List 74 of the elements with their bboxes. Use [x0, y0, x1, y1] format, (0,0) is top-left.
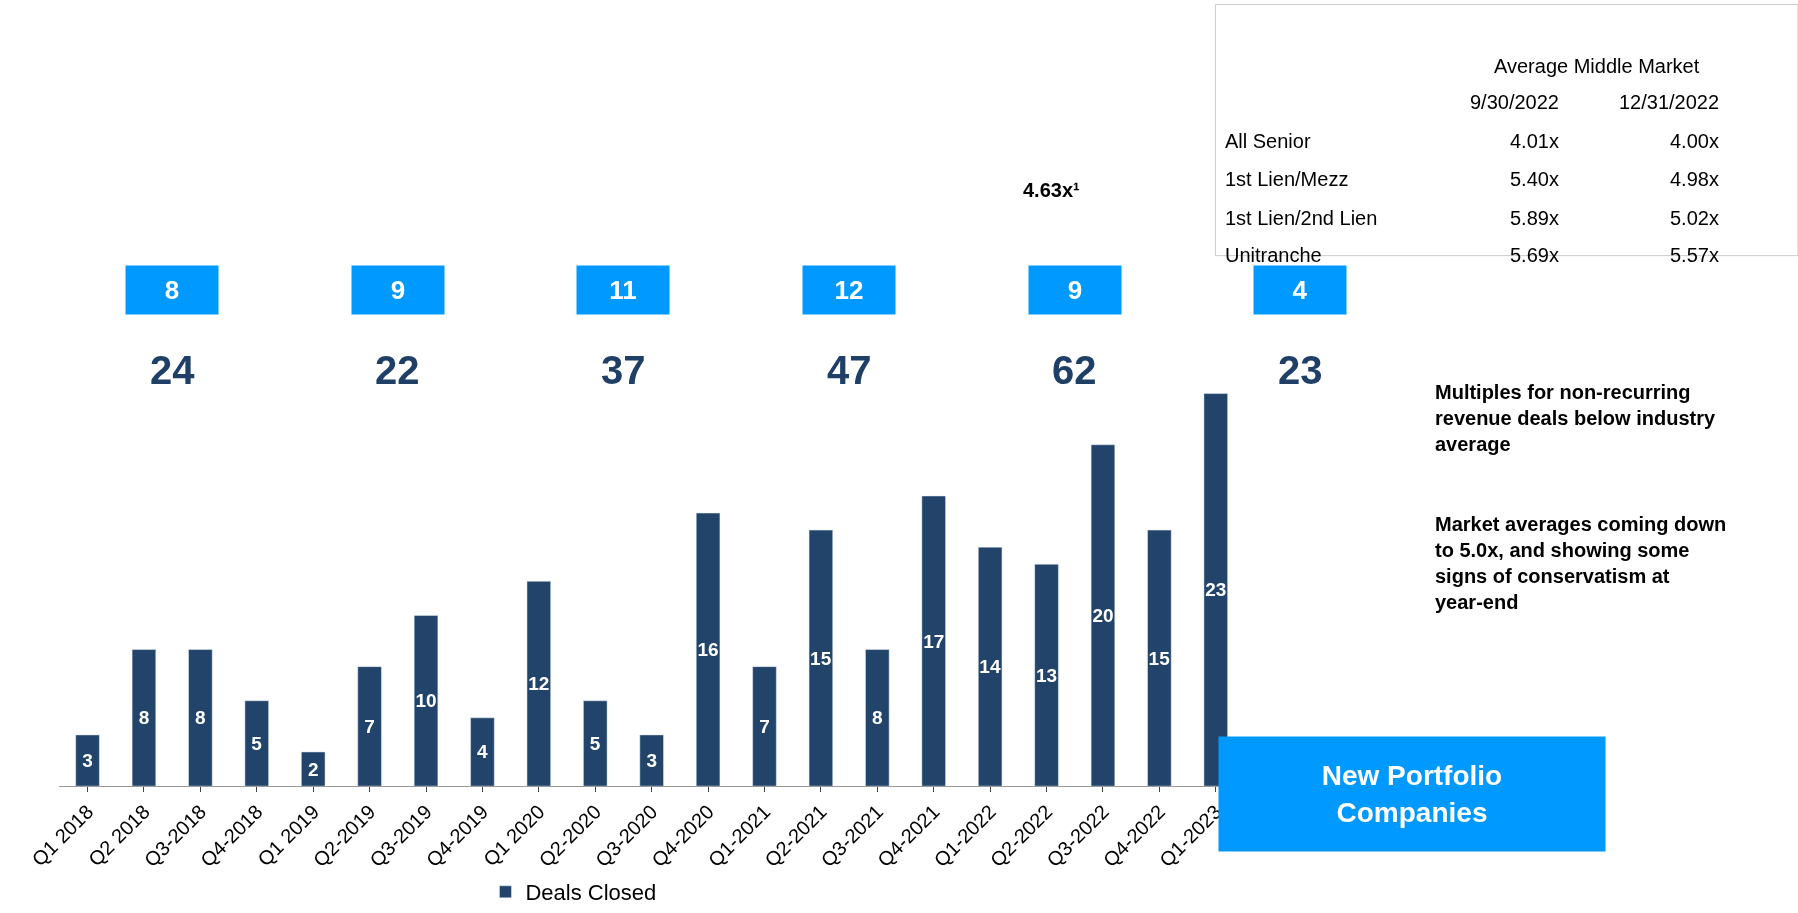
bar — [978, 546, 1003, 787]
data-label: 8 — [872, 707, 883, 729]
text: 4.00x — [1670, 130, 1719, 152]
bar — [639, 734, 664, 787]
bar — [188, 649, 213, 787]
data-label: 12 — [528, 673, 550, 695]
text: 5.40x — [1510, 168, 1559, 190]
bar — [865, 649, 890, 787]
text: 8 — [164, 275, 180, 305]
text: 5.02x — [1670, 207, 1719, 229]
text: 4 — [1292, 275, 1308, 305]
text: 4.01x — [1510, 130, 1559, 152]
data-label: 3 — [646, 749, 657, 771]
text: 9 — [1067, 275, 1083, 305]
data-label: 15 — [810, 647, 832, 669]
bar — [301, 751, 326, 787]
bar — [75, 734, 100, 787]
data-label: 15 — [1148, 647, 1171, 669]
bar — [1147, 529, 1172, 787]
text: 5.89x — [1510, 207, 1559, 229]
data-label: 16 — [697, 639, 719, 661]
data-label: 20 — [1092, 604, 1114, 626]
text: 4.98x — [1670, 168, 1719, 190]
text: 11 — [609, 275, 637, 305]
text: Multiples for non-recurring revenue deals below industry average — [1435, 381, 1716, 455]
text: 9/30/2022 — [1470, 91, 1559, 113]
data-label: 8 — [138, 707, 150, 729]
text: 23 — [1278, 348, 1323, 392]
bar — [583, 700, 608, 787]
bar — [1203, 393, 1228, 787]
text: Average Middle Market — [1494, 55, 1700, 77]
data-label: 23 — [1205, 579, 1227, 601]
bar — [413, 615, 439, 787]
legend-label: Deals Closed — [525, 880, 657, 906]
data-label: 3 — [82, 749, 93, 771]
text: 5.57x — [1670, 244, 1719, 266]
bar — [1034, 563, 1059, 787]
bar — [921, 495, 946, 787]
data-label: 10 — [415, 690, 437, 712]
text: 4.63x¹ — [1023, 179, 1081, 201]
data-label: 5 — [251, 732, 263, 754]
text: 12 — [834, 275, 864, 305]
bar — [244, 700, 269, 787]
data-label: 8 — [195, 707, 206, 729]
data-label: 14 — [979, 656, 1001, 678]
text: 62 — [1052, 348, 1097, 392]
text: 1st Lien/2nd Lien — [1225, 207, 1378, 229]
data-label: 4 — [476, 741, 488, 763]
data-label: 13 — [1035, 664, 1058, 686]
text: 12/31/2022 — [1619, 91, 1720, 113]
text: 5.69x — [1510, 244, 1559, 266]
bar — [357, 666, 382, 787]
text: 47 — [827, 348, 872, 392]
bar — [808, 529, 833, 787]
text: 1st Lien/Mezz — [1225, 168, 1349, 190]
bar — [1090, 444, 1116, 787]
data-label: 17 — [923, 630, 945, 652]
data-label: 2 — [307, 758, 319, 780]
bar — [695, 512, 721, 787]
bar — [470, 717, 495, 787]
text: All Senior — [1225, 130, 1311, 152]
text: 9 — [390, 275, 406, 305]
data-label: 7 — [364, 715, 375, 737]
text: New Portfolio Companies — [1321, 760, 1503, 828]
text: Market averages coming down to 5.0x, and showing some signs of conservatism at year-end — [1435, 513, 1727, 613]
bar — [131, 649, 157, 787]
bar — [526, 581, 551, 787]
text: 22 — [375, 348, 420, 392]
bar — [752, 666, 777, 787]
text: Unitranche — [1225, 244, 1322, 266]
data-label: 7 — [759, 715, 770, 737]
text: 24 — [150, 348, 196, 392]
data-label: 5 — [589, 732, 601, 754]
text: 37 — [601, 348, 646, 392]
